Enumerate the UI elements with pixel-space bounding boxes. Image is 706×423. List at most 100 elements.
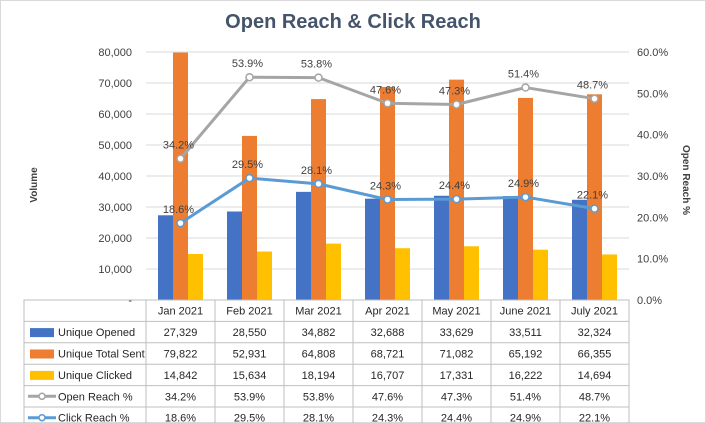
data-label-click-reach: 28.1% bbox=[301, 165, 332, 177]
bar-unique-opened bbox=[503, 196, 518, 300]
legend-key-unique-opened bbox=[30, 328, 54, 338]
table-cell: 52,931 bbox=[233, 349, 267, 361]
bar-unique-opened bbox=[365, 198, 380, 300]
y-tick-label: 10,000 bbox=[98, 264, 132, 276]
table-cell: 47.6% bbox=[372, 391, 403, 403]
table-cell: 48.7% bbox=[579, 391, 610, 403]
point-click-reach bbox=[590, 204, 599, 213]
table-cell: 32,688 bbox=[371, 327, 405, 339]
data-label-click-reach: 29.5% bbox=[232, 159, 263, 171]
bar-unique-total-sent bbox=[311, 99, 326, 300]
bar-unique-opened bbox=[227, 211, 242, 300]
table-cell: 24.9% bbox=[510, 413, 541, 423]
x-tick-label: May 2021 bbox=[432, 306, 480, 318]
table-cell: 53.9% bbox=[234, 391, 265, 403]
x-tick-label: Jan 2021 bbox=[158, 306, 203, 318]
data-label-click-reach: 22.1% bbox=[577, 190, 608, 202]
data-label-click-reach: 24.3% bbox=[370, 181, 401, 193]
bars bbox=[158, 52, 617, 300]
table-cell: 16,707 bbox=[371, 370, 405, 382]
table-cell: 33,511 bbox=[509, 327, 542, 339]
data-label-open-reach: 34.2% bbox=[163, 140, 194, 152]
legend-entry: Unique Total Sent bbox=[58, 349, 145, 361]
bar-unique-clicked bbox=[188, 253, 203, 300]
table-cell: 68,721 bbox=[371, 349, 405, 361]
point-click-reach bbox=[176, 218, 185, 228]
y2-tick-label: 60.0% bbox=[637, 47, 668, 59]
x-tick-label: June 2021 bbox=[500, 306, 551, 318]
point-open-reach bbox=[521, 83, 530, 92]
y-tick-label: 30,000 bbox=[98, 202, 132, 214]
table-cell: 53.8% bbox=[303, 391, 334, 403]
point-open-reach bbox=[176, 154, 185, 163]
y2-axis-title: Open Reach % bbox=[680, 145, 691, 215]
table-cell: 71,082 bbox=[440, 349, 474, 361]
bar-unique-opened bbox=[572, 199, 587, 300]
legend-key-unique-clicked bbox=[30, 370, 54, 380]
bar-unique-opened bbox=[296, 191, 311, 300]
legend-entry: Unique Clicked bbox=[58, 370, 132, 382]
data-label-open-reach: 48.7% bbox=[577, 80, 608, 92]
point-click-reach bbox=[452, 194, 461, 204]
point-click-reach bbox=[245, 173, 254, 183]
data-label-open-reach: 47.3% bbox=[439, 85, 470, 97]
data-label-click-reach: 24.4% bbox=[439, 180, 470, 192]
x-tick-label: July 2021 bbox=[571, 306, 618, 318]
table-cell: 27,329 bbox=[164, 327, 198, 339]
data-table: Jan 2021 Feb 2021 Mar 2021 Apr 2021 May 2021… bbox=[23, 299, 630, 423]
legend-entry: Click Reach % bbox=[58, 413, 130, 423]
x-tick-label: Apr 2021 bbox=[365, 306, 410, 318]
legend-key-marker bbox=[38, 413, 46, 422]
y2-tick-label: 40.0% bbox=[637, 130, 668, 142]
table-cell: 22.1% bbox=[579, 413, 610, 423]
table-cell: 28,550 bbox=[233, 327, 267, 339]
legend-entry: Open Reach % bbox=[58, 391, 133, 403]
y-tick-label: 50,000 bbox=[98, 140, 132, 152]
point-open-reach bbox=[314, 73, 323, 82]
table-cell: 18,194 bbox=[302, 370, 336, 382]
table-cell: 29.5% bbox=[234, 413, 265, 423]
bar-unique-total-sent bbox=[173, 52, 188, 300]
bar-unique-total-sent bbox=[449, 79, 464, 300]
point-click-reach bbox=[383, 195, 392, 204]
bar-unique-total-sent bbox=[587, 94, 602, 300]
bar-unique-clicked bbox=[395, 248, 410, 300]
y-tick-label: 70,000 bbox=[98, 78, 132, 90]
table-cell: 16,222 bbox=[509, 370, 543, 382]
table-cell: 34,882 bbox=[302, 327, 336, 339]
y-axis-right: 0.0% 10.0% 20.0% 30.0% 40.0% 50.0% 60.0% bbox=[637, 47, 668, 307]
bar-unique-clicked bbox=[464, 246, 479, 300]
table-cell: 18.6% bbox=[165, 413, 196, 423]
table-cell: 32,324 bbox=[578, 327, 612, 339]
table-cell: 47.3% bbox=[441, 391, 472, 403]
y-axis-left: - 10,000 20,000 30,000 40,000 50,000 60,000 70,… bbox=[98, 47, 132, 307]
table-cell: 66,355 bbox=[578, 349, 612, 361]
point-open-reach bbox=[383, 99, 392, 108]
bar-unique-clicked bbox=[602, 254, 617, 300]
y2-tick-label: 10.0% bbox=[637, 254, 668, 266]
point-open-reach bbox=[590, 94, 599, 103]
bar-unique-clicked bbox=[533, 249, 548, 300]
table-cell: 65,192 bbox=[509, 349, 543, 361]
point-click-reach bbox=[521, 192, 530, 202]
table-cell: 14,842 bbox=[164, 370, 198, 382]
legend-key-unique-total-sent bbox=[30, 349, 54, 359]
table-cell: 15,634 bbox=[233, 370, 267, 382]
data-labels: 34.2% 53.9% 53.8% 47.6% 47.3% 51.4% 48.7% 18.6%… bbox=[163, 58, 608, 216]
y2-tick-label: 0.0% bbox=[637, 295, 662, 307]
bar-unique-clicked bbox=[257, 251, 272, 300]
table-cell: 51.4% bbox=[510, 391, 541, 403]
y-tick-label: - bbox=[128, 295, 132, 307]
data-label-open-reach: 51.4% bbox=[508, 69, 539, 81]
y-tick-label: 80,000 bbox=[98, 47, 132, 59]
table-cell: 14,694 bbox=[578, 370, 612, 382]
y-tick-label: 20,000 bbox=[98, 233, 132, 245]
table-cell: 33,629 bbox=[440, 327, 474, 339]
table-cell: 24.3% bbox=[372, 413, 403, 423]
table-cell: 17,331 bbox=[440, 370, 474, 382]
data-label-open-reach: 53.8% bbox=[301, 59, 332, 71]
legend-key-marker bbox=[38, 392, 46, 401]
bar-unique-total-sent bbox=[380, 86, 395, 300]
data-label-click-reach: 24.9% bbox=[508, 178, 539, 190]
